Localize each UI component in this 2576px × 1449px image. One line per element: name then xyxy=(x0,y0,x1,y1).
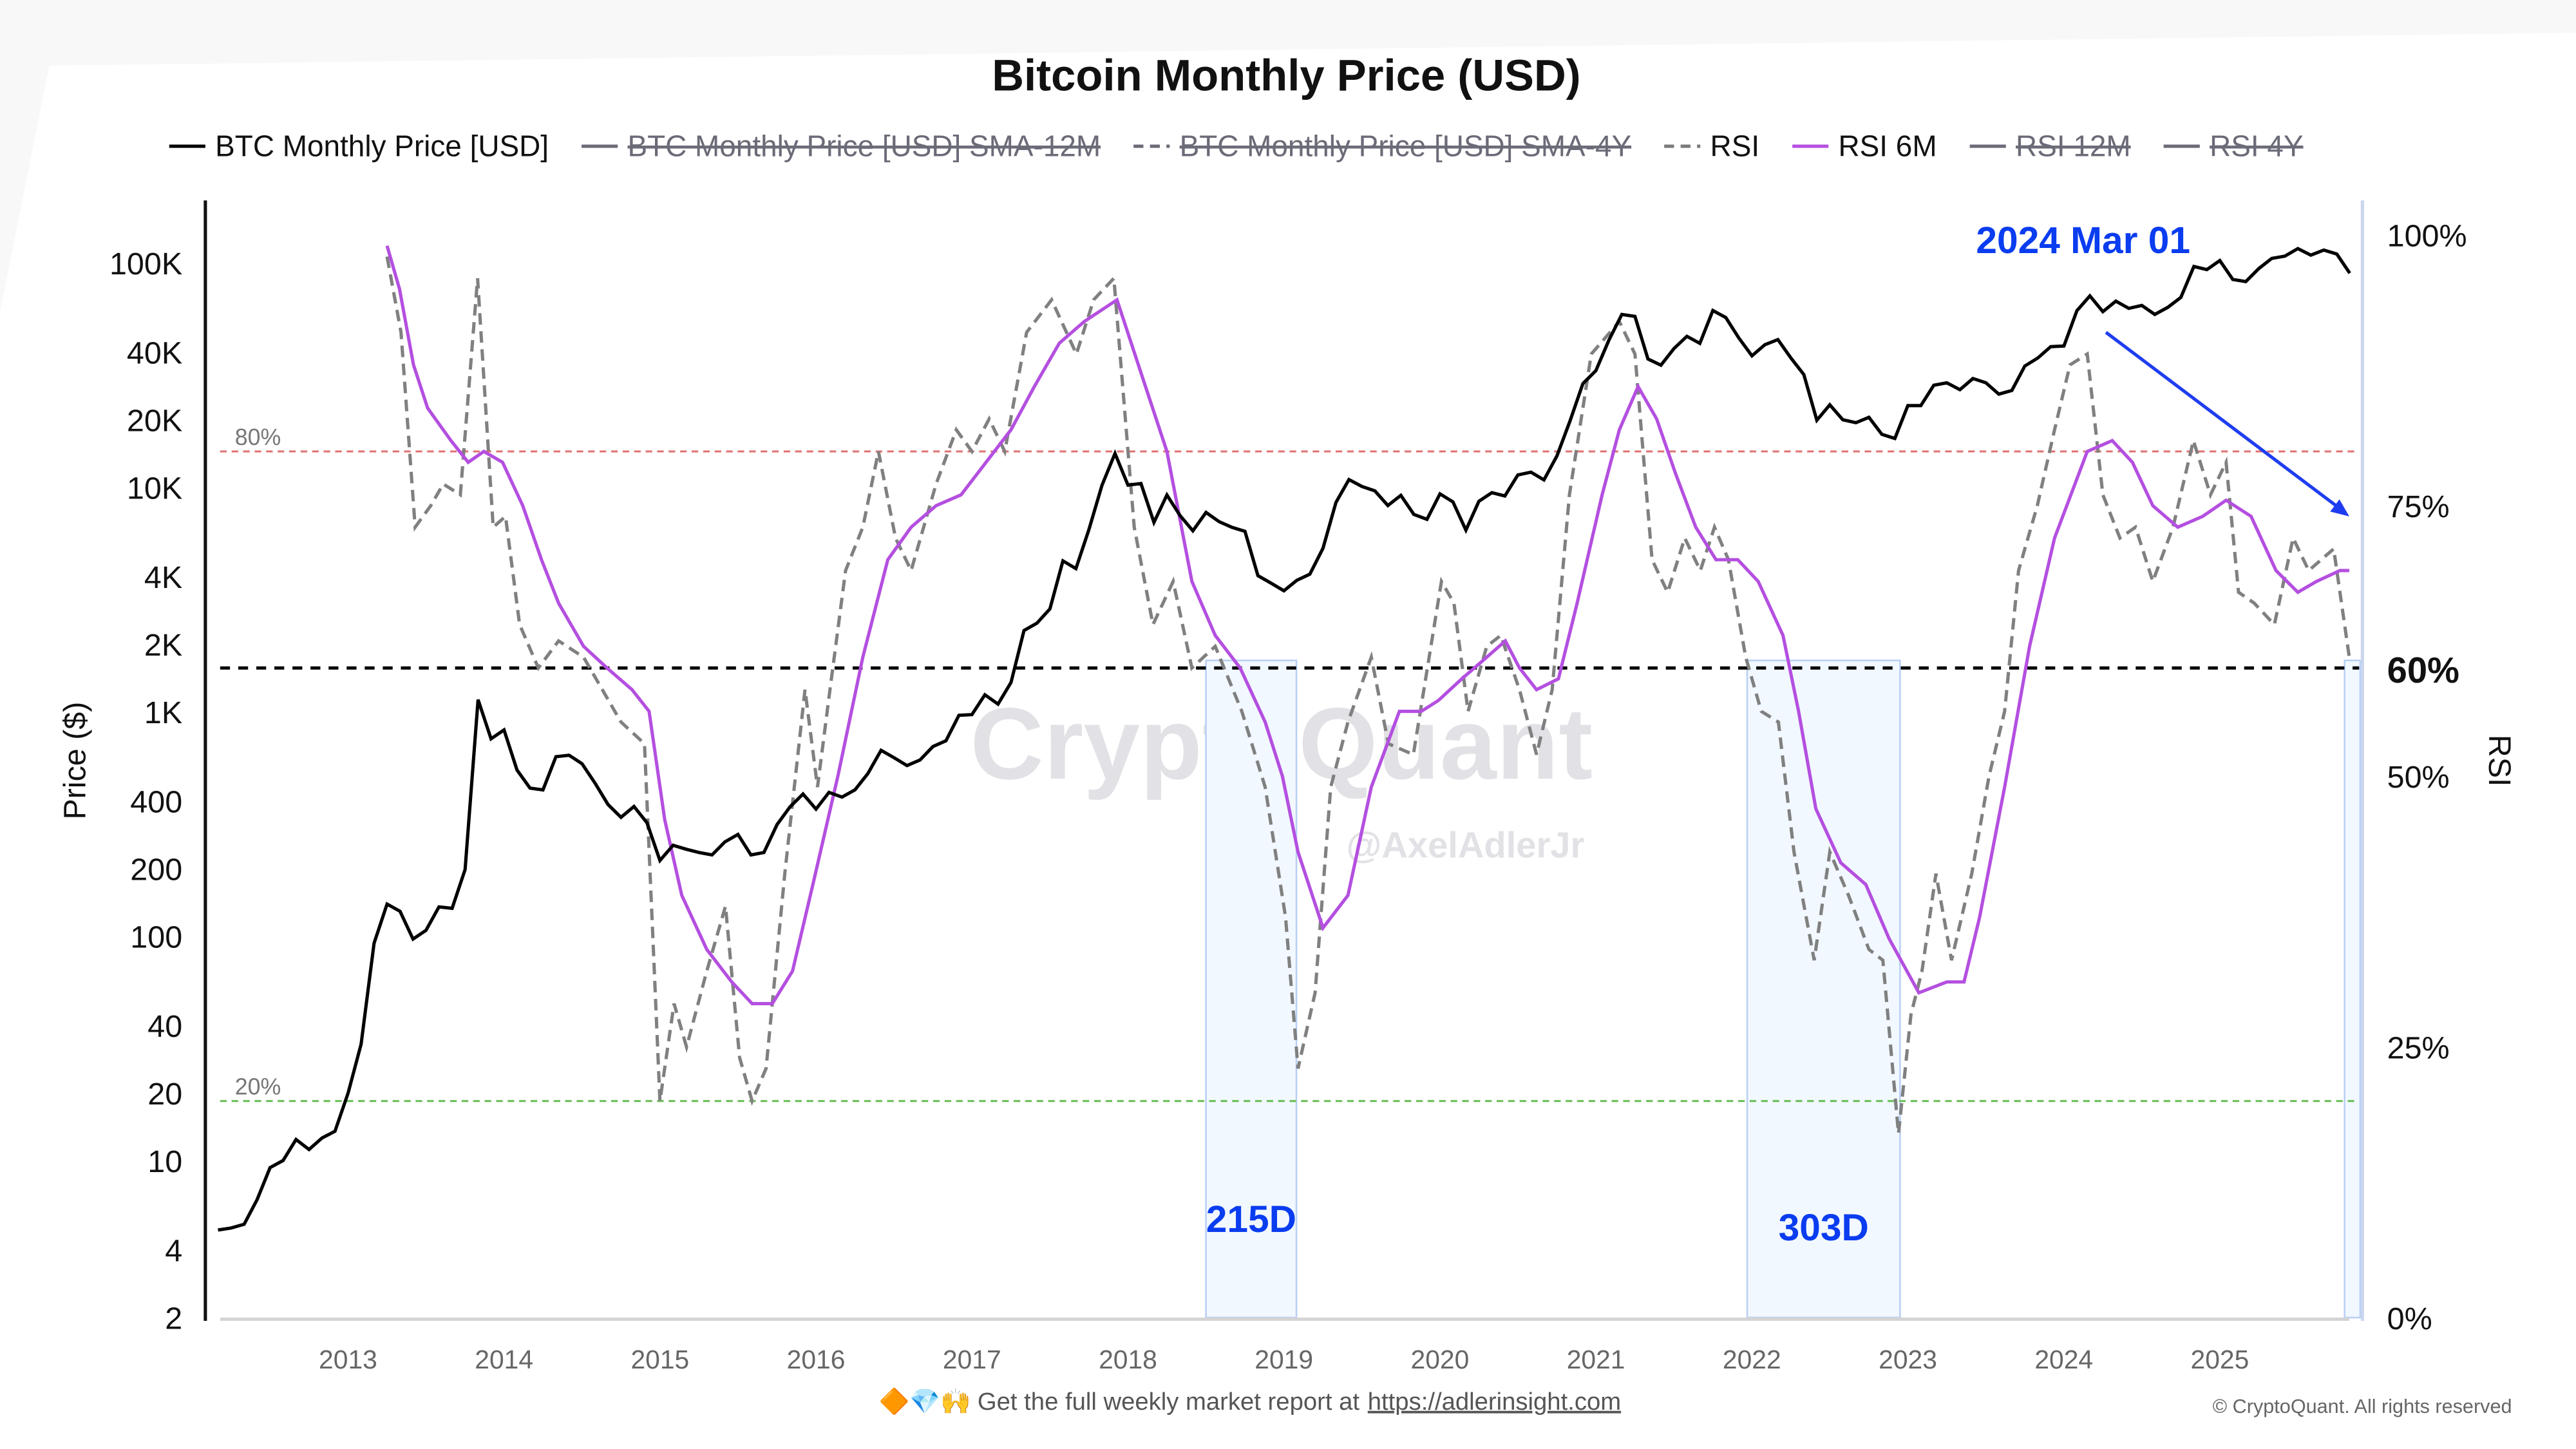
x-tick: 2024 xyxy=(2034,1345,2093,1374)
highlight-band xyxy=(1746,659,1901,1319)
y-left-tick: 2 xyxy=(165,1301,182,1336)
rsi-6m-line xyxy=(385,245,2349,1005)
btc-price-line xyxy=(218,247,2351,1232)
x-tick: 2025 xyxy=(2191,1345,2249,1374)
y-left-tick: 20 xyxy=(147,1077,182,1112)
x-tick: 2019 xyxy=(1255,1345,1313,1374)
legend-item-1[interactable]: BTC Monthly Price [USD] SMA-12M xyxy=(627,129,1101,162)
x-tick: 2015 xyxy=(630,1345,689,1374)
footer: 🔶💎🙌 Get the full weekly market report at h… xyxy=(879,1387,2512,1417)
y-right-tick: 100% xyxy=(2387,219,2467,254)
x-tick: 2014 xyxy=(475,1345,533,1374)
y-left-tick: 400 xyxy=(130,785,182,820)
legend: BTC Monthly Price [USD] BTC Monthly Price… xyxy=(169,129,2304,162)
footer-link[interactable]: https://adlerinsight.com xyxy=(1368,1388,1621,1416)
arrow-head-icon xyxy=(2330,499,2349,516)
x-tick: 2022 xyxy=(1723,1345,1781,1374)
y-left-tick: 4 xyxy=(165,1234,182,1269)
trend-arrow xyxy=(2105,331,2341,510)
y-left-tick: 2K xyxy=(144,628,182,663)
y-right-tick: 0% xyxy=(2387,1302,2432,1336)
x-tick: 2013 xyxy=(319,1345,377,1374)
reference-lines: 80% 20% xyxy=(220,424,2360,1103)
y-left-tick: 10K xyxy=(127,471,182,506)
y-left-tick: 40K xyxy=(127,336,182,371)
legend-item-0[interactable]: BTC Monthly Price [USD] xyxy=(215,129,549,162)
highlight-band xyxy=(2344,659,2362,1319)
y-right-label: RSI xyxy=(2482,735,2517,787)
date-annotation: 2024 Mar 01 xyxy=(1976,220,2190,261)
y-right-tick: 75% xyxy=(2387,489,2450,524)
footer-text: Get the full weekly market report at xyxy=(978,1388,1359,1416)
y-right-tick: 25% xyxy=(2387,1030,2450,1065)
background-shade xyxy=(0,0,2576,312)
x-tick: 2016 xyxy=(787,1345,846,1374)
x-tick: 2023 xyxy=(1879,1345,1937,1374)
copyright: © CryptoQuant. All rights reserved xyxy=(2213,1396,2512,1417)
legend-item-6[interactable]: RSI 4Y xyxy=(2210,129,2303,162)
band-label: 303D xyxy=(1779,1207,1869,1249)
rsi-line xyxy=(385,256,2351,1134)
x-tick: 2018 xyxy=(1099,1345,1157,1374)
x-tick: 2021 xyxy=(1567,1345,1625,1374)
annotations: 2024 Mar 01 xyxy=(1976,220,2349,516)
y-left-tick: 100K xyxy=(109,247,182,281)
legend-item-2[interactable]: BTC Monthly Price [USD] SMA-4Y xyxy=(1180,129,1632,162)
legend-item-4[interactable]: RSI 6M xyxy=(1839,129,1937,162)
y-left-tick: 40 xyxy=(147,1009,182,1044)
axes: 100K 40K 20K 10K 4K 2K 1K 400 200 100 40 20 10 4 2 100%… xyxy=(58,200,2517,1374)
y-left-tick: 200 xyxy=(130,853,182,887)
band-label: 215D xyxy=(1206,1198,1296,1240)
x-tick: 2017 xyxy=(943,1345,1001,1374)
y-left-tick: 100 xyxy=(130,920,182,954)
chart-title: Bitcoin Monthly Price (USD) xyxy=(992,50,1580,100)
footer-line: 🔶💎🙌 Get the full weekly market report at h… xyxy=(879,1387,1621,1416)
y-right-tick: 50% xyxy=(2387,760,2450,795)
reference-label: 80% xyxy=(235,424,281,450)
watermark-handle: @AxelAdlerJr xyxy=(1347,825,1585,866)
x-tick: 2020 xyxy=(1411,1345,1470,1374)
y-left-tick: 4K xyxy=(144,560,182,595)
footer-emoji: 🔶💎🙌 xyxy=(879,1387,971,1416)
legend-item-3[interactable]: RSI xyxy=(1710,129,1760,162)
reference-label: 20% xyxy=(235,1074,281,1099)
legend-item-5[interactable]: RSI 12M xyxy=(2016,129,2131,162)
y-left-tick: 1K xyxy=(144,696,182,730)
y-left-label: Price ($) xyxy=(58,702,93,820)
y-left-tick: 20K xyxy=(127,404,182,439)
y-right-tick: 60% xyxy=(2387,650,2459,690)
y-left-tick: 10 xyxy=(147,1144,182,1179)
series xyxy=(218,245,2351,1232)
